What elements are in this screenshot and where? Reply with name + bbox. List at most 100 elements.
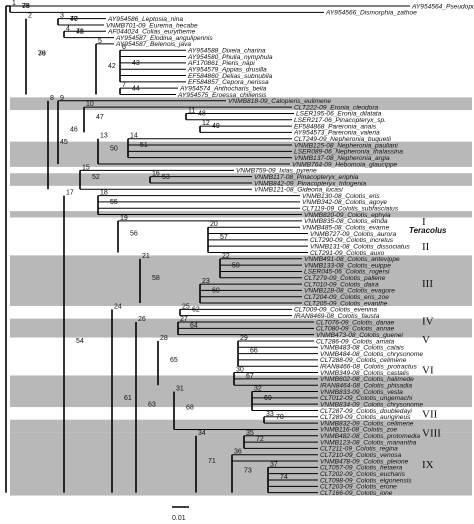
taxon-label: CLT290-09_Colotis_incretus [310,237,394,244]
node-number: 21 [142,253,150,260]
node-number: 10 [86,101,94,108]
taxon-label: LSER089-06_Nepheronia_thalassina [294,149,403,156]
node-number: 48 [198,111,206,118]
taxon-label: LSER217-06_Pinacopteryx_sp. [294,117,386,124]
taxon-label: CLT057-09_Colotis_hetaera [320,465,403,472]
taxon-label: VNMB834-09_Colotis_chrysonome [320,401,423,408]
node-number: 23 [202,278,210,285]
node-number: 70 [276,414,284,421]
clade-numeral: VI [422,364,434,376]
taxon-label: AY954579_Appias_drusilla [187,67,267,74]
node-number: 7 [122,82,126,89]
taxon-label: VNMB484-08_Colotis_chrysonome [320,351,423,358]
taxon-label: IRAN8464-08_Colotis_phisadia [320,383,412,390]
taxon-label: CLT249-09_Nepheronia_buquetii [294,136,392,143]
taxon-label: CLT286-09_Colotis_amata [316,338,395,345]
node-number: 32 [254,386,262,393]
node-number: 78 [76,28,84,35]
clade-band [10,173,472,186]
node-number: 40 [70,16,78,23]
taxon-label: EF584860_Delias_subnubila [188,73,273,80]
taxon-label: CLT076-09_Colotis_danae [316,319,395,326]
node-number: 77 [70,16,78,23]
node-number: 29 [240,335,248,342]
node-number: 6 [122,44,126,51]
node-number: 14 [130,133,138,140]
node-number: 8 [50,95,54,102]
taxon-label: VNMB701-09_Eurema_hecabe [106,22,198,29]
node-number: 51 [140,142,148,149]
node-number: 25 [182,303,190,310]
node-number: 76 [38,51,46,58]
node-number: 42 [108,63,116,70]
taxon-label: CLT166-09_Colotis_ione [320,490,393,497]
node-number: 74 [280,474,288,481]
taxon-label: VNMB137-08_Nepheronia_argia [294,155,390,162]
taxon-label: VNMB818-09_Calopieris_eulimene [228,98,331,105]
taxon-label: VNMB123-08_Colotis_manantha [320,439,417,446]
taxon-label: CLT279-09_Colotis_pallene [304,275,386,282]
node-number: 73 [244,468,252,475]
taxon-label: AF170861_Pieris_napi [187,60,255,67]
taxon-label: VNMB759-09_Ixias_pyrene [236,168,317,175]
taxon-label: VNMB491-08_Colotis_antevippe [304,256,400,263]
taxon-label: VNMB473-08_Colotis_guenei [316,332,403,339]
node-number: 62 [192,307,200,314]
clade-numeral: VIII [422,428,441,440]
taxon-label: AY954574_Anthocharis_belia [179,85,267,92]
taxon-label: AY954564_Pseudopontia_paradoxa [411,3,474,10]
clade-numeral: II [422,241,430,253]
node-number: 46 [70,126,78,133]
node-number: 30 [236,367,244,374]
taxon-label: CLT203-09_Colotis_erone [320,484,397,491]
taxon-label: CLT205-09_Colotis_evanthe [304,300,388,307]
taxon-label: VNMB478-09_Colotis_pleione [320,458,409,465]
taxon-label: AY954575_Eroessa_chiliensis [177,92,267,99]
taxon-label: VNMB602-08_Colotis_halimede [320,376,414,383]
taxon-label: VNMB482-08_Colotis_protomedia [320,433,420,440]
taxon-label: EF584868_Pareronia_anais [294,123,377,130]
node-number: 4 [66,25,70,32]
node-number: 65 [170,357,178,364]
node-number: 71 [208,458,216,465]
taxon-label: VNMB117-08_Pinacopteryx_eriphia [254,174,359,181]
node-number: 56 [130,231,138,238]
node-number: 28 [160,335,168,342]
taxon-label: VNMB820-09_Colotis_ephyia [304,212,391,219]
taxon-label: VNMB133-08_Colotis_euippe [304,262,391,269]
node-number: 60 [212,288,220,295]
node-number: 38 [22,3,30,10]
clade-band [10,432,472,496]
node-number: 5 [98,38,102,45]
taxon-label: AY954587_Belenois_java [115,41,191,48]
clade-numeral: VII [422,409,438,421]
taxon-label: VNMB833-09_Colotis_vesta [320,389,403,396]
node-number: 58 [152,275,160,282]
taxon-label: IRAN8466-08_Colotis_protractus [320,364,417,371]
taxon-label: CLT289-09_Colotis_aurigineus [320,414,411,421]
node-number: 3 [60,13,64,20]
node-number: 63 [148,401,156,408]
tree-branches [5,5,410,494]
taxon-label: VNMB130-08_Colotis_eris [302,193,380,200]
taxon-label: CLT204-09_Colotis_eris_zoe [304,294,389,301]
taxon-label: AF044024_Colias_eurytheme [107,29,196,36]
taxon-label: VNMB121-08_Gideona_lucasi [254,187,343,194]
taxon-label: VNMB125-08_Nepheronia_pauliani [294,142,398,149]
node-number: 72 [256,436,264,443]
taxon-label: VNMB842-09_Pinacopteryx_tritogenia [254,180,366,187]
node-number: 45 [60,139,68,146]
taxon-label: LSER195-06_Eronia_dilatata [296,111,382,118]
taxon-label: VNMB485-08_Colotis_evarne [302,225,390,232]
node-number: 44 [132,85,140,92]
node-number: 16 [152,171,160,178]
node-number: 22 [222,253,230,260]
taxon-label: CLT288-09_Colotis_celimene [320,357,407,364]
node-number: 41 [76,28,84,35]
taxon-label: AY954588_Dixeia_charina [187,48,266,55]
taxon-label: CLT119-09_Colotis_subfasciatus [302,206,399,213]
node-number: 59 [232,262,240,269]
